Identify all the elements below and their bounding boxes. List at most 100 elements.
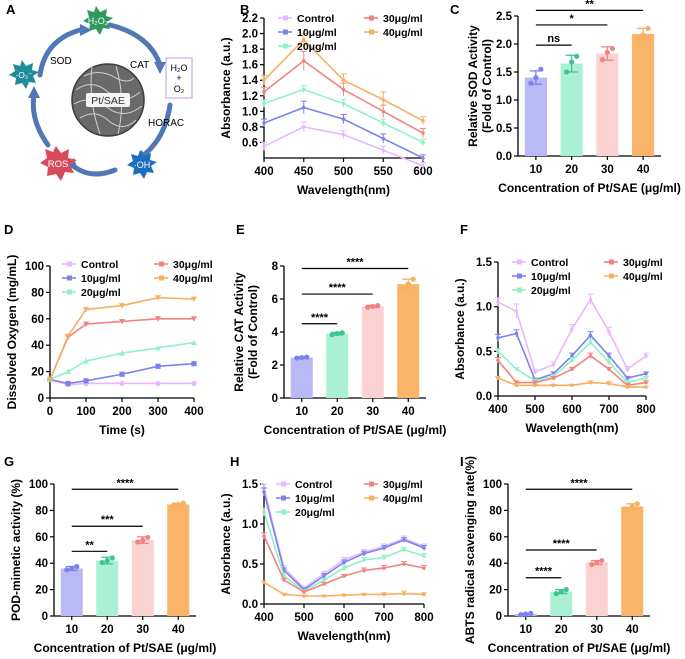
y-tick-label: 1.5 [496,67,513,79]
data-point [83,358,89,364]
legend-label: Control [81,259,118,271]
data-point [191,296,197,302]
data-point [191,380,197,387]
x-tick-label: 300 [148,406,167,418]
y-tick-label: 0.0 [476,391,492,403]
panel-letter-d: D [4,222,13,237]
y-axis-label: Dissolved Oxygen (mg/mL) [5,255,19,410]
data-point [83,378,89,384]
significance-label: ns [547,33,560,45]
arrow-o2-to-h2o2 [37,27,83,78]
y-tick-label: 0 [42,611,48,623]
data-point [191,339,197,346]
y-tick-label: 1.6 [242,60,258,72]
data-point [533,380,537,385]
legend-label: 10μg/ml [295,493,335,505]
y-tick-label: 1.8 [242,44,259,56]
hydroxyl-node: ·OH [127,150,157,179]
data-point [588,333,593,338]
replicate-point [564,69,570,75]
replicate-point [528,610,534,616]
mesh-line-4 [83,72,135,82]
y-tick-label: 0.8 [242,122,259,134]
y-tick-label: 60 [35,532,48,544]
replicate-point [400,286,406,292]
data-point [381,97,386,102]
y-tick-label: 1.0 [242,519,258,531]
legend-marker [281,495,286,501]
series-line [49,296,195,380]
significance-label: * [569,13,574,25]
bar [632,33,655,156]
replicate-point [604,49,610,56]
x-tick-label: 20 [555,624,568,636]
replicate-point [365,304,371,310]
bar [96,560,119,616]
data-point [607,367,611,372]
h2o2-label: H₂O₂ [88,16,109,26]
replicate-point [518,612,524,618]
data-point [588,297,593,302]
y-tick-label: 40 [489,558,502,570]
data-point [262,78,266,83]
replicate-point [64,567,70,573]
y-tick-label: 1.5 [242,479,259,491]
data-point [322,594,326,598]
x-tick-label: 100 [76,406,95,418]
superoxide-node: ·O₂⁻ [9,60,39,89]
significance-label: **** [346,256,364,268]
data-point [262,144,266,149]
replicate-point [553,590,559,597]
data-point [83,307,89,313]
panel-letter-g: G [4,454,14,469]
center-label-box [86,93,130,107]
y-axis-label: Absorbance (a.u.) [453,278,467,379]
products-water: H₂O [171,63,188,73]
y-tick-label: 2 [272,360,278,372]
x-tick-label: 700 [374,612,393,624]
data-point [302,590,306,594]
panel-letter-e: E [236,222,245,237]
x-tick-label: 40 [637,164,650,176]
y-tick-label: 80 [489,505,502,517]
arrow-h2o2-to-water [107,22,163,68]
data-point [496,358,500,363]
data-point [341,78,346,83]
data-point [382,546,386,550]
x-tick-label: 400 [254,612,273,624]
data-point [644,376,648,380]
mesh-line-1 [75,84,141,100]
replicate-point [594,559,600,566]
arrowhead-1 [80,24,92,36]
products-box [165,57,193,99]
data-point [625,376,630,380]
legend-marker [517,273,522,279]
x-tick-label: 550 [374,166,393,178]
y-tick-label: 1.0 [496,95,512,107]
data-point [65,333,71,339]
x-tick-label: 30 [136,624,149,636]
y-tick-label: 20 [489,585,502,597]
y-tick-label: 1.2 [242,91,258,103]
data-point [644,371,648,376]
x-tick-label: 10 [519,624,532,636]
replicate-point [99,559,105,566]
data-point [381,136,386,141]
data-point [301,87,306,92]
replicate-point [558,588,564,595]
x-tick-label: 30 [601,164,614,176]
legend-label: 40μg/ml [383,493,423,505]
x-tick-label: 600 [562,404,581,416]
significance-label: **** [311,312,329,324]
x-tick-label: 450 [294,166,313,178]
data-point [533,383,537,388]
data-point [496,349,500,354]
x-tick-label: 400 [488,404,507,416]
bar [524,77,547,156]
data-point [421,118,425,123]
data-point [362,558,366,562]
replicate-point [175,501,181,508]
data-point [422,554,426,558]
data-point [381,148,386,153]
mesh-line-2 [73,99,143,114]
